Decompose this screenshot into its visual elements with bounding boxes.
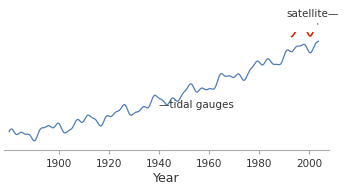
X-axis label: Year: Year	[153, 172, 180, 185]
Text: —tidal gauges: —tidal gauges	[159, 100, 234, 110]
Text: satellite—: satellite—	[287, 9, 339, 24]
